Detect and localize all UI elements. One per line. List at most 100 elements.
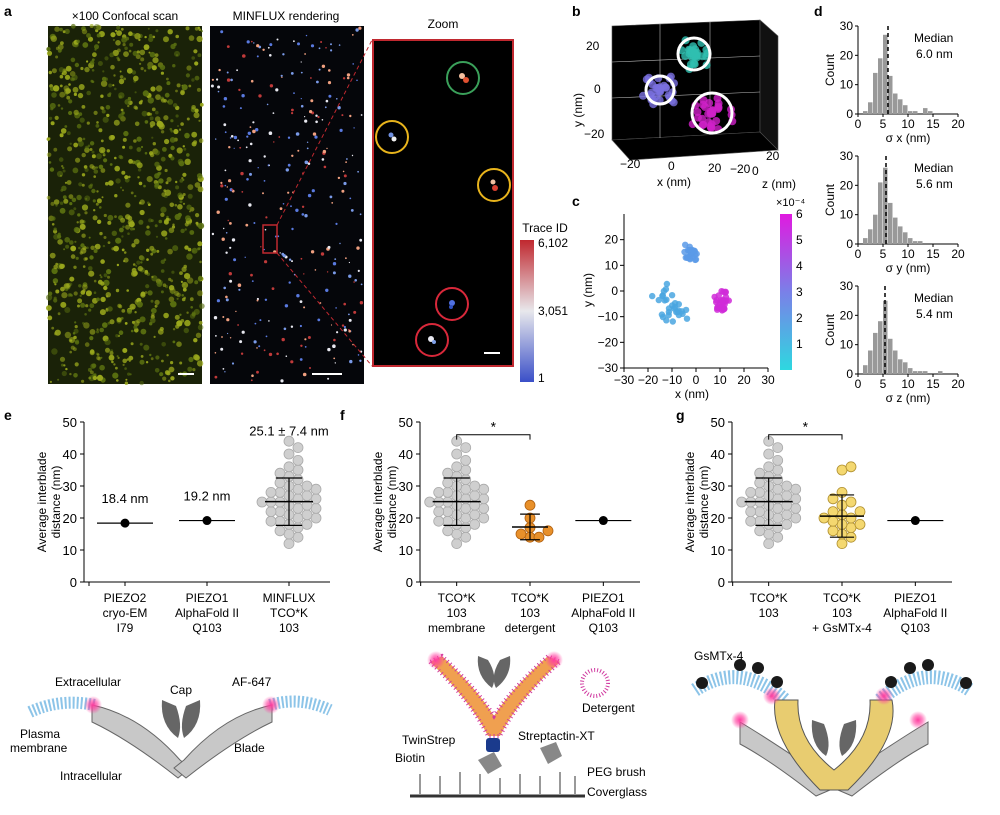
minflux-spot: [241, 330, 245, 334]
confocal-spot: [90, 370, 94, 375]
panel-e-minflux-point: [292, 522, 304, 533]
panel-d-bar: [888, 338, 893, 374]
minflux-spot: [346, 73, 351, 77]
confocal-spot: [116, 30, 122, 36]
confocal-spot: [108, 180, 114, 186]
panel-d-xtick-label: 5: [880, 377, 887, 391]
panel-f-membrane-point: [478, 483, 490, 495]
panel-d-xtick-label: 20: [951, 247, 965, 261]
confocal-spot: [148, 51, 151, 54]
panel-g-gsmtx-point: [836, 538, 848, 549]
confocal-spot: [72, 86, 79, 93]
confocal-spot: [164, 138, 170, 145]
confocal-spot: [49, 252, 56, 259]
panel-e-category-label: AlphaFold II: [175, 606, 239, 620]
minflux-spot: [343, 302, 347, 306]
confocal-spot: [104, 339, 111, 346]
confocal-spot: [182, 145, 185, 148]
confocal-spot: [84, 195, 91, 202]
confocal-spot: [113, 119, 120, 126]
zoom-image: [372, 39, 514, 367]
confocal-spot: [191, 141, 197, 147]
panel-d-xtick-label: 5: [880, 117, 887, 131]
confocal-spot: [123, 260, 126, 263]
panel-b-xtick-0: −20: [620, 157, 641, 171]
confocal-spot: [174, 213, 181, 221]
panel-g-ytick-label: 50: [711, 415, 725, 430]
confocal-scalebar: [178, 373, 194, 375]
confocal-spot: [61, 370, 67, 377]
confocal-spot: [139, 49, 146, 56]
confocal-spot: [102, 322, 108, 328]
panel-d-median-label: Median: [914, 291, 953, 305]
minflux-spot: [304, 116, 306, 118]
panel-c-colorbar-tick: 4: [796, 259, 803, 273]
confocal-spot: [124, 322, 128, 325]
confocal-spot: [199, 260, 202, 264]
confocal-spot: [198, 275, 203, 281]
panel-c-colorbar-exponent: ×10⁻⁴: [776, 197, 805, 209]
confocal-spot: [96, 353, 100, 356]
minflux-spot: [310, 99, 314, 103]
panel-c-xtick-label: 30: [761, 373, 775, 387]
panel-d-ytick-label: 10: [840, 78, 854, 92]
panel-c-ytick-label: 20: [605, 233, 619, 247]
confocal-spot: [96, 153, 102, 160]
confocal-spot: [154, 224, 158, 228]
confocal-spot: [198, 119, 201, 122]
panel-d-median-label: Median: [914, 161, 953, 175]
panel-d-bar: [888, 202, 893, 244]
panel-c-ylabel: y (nm): [581, 273, 595, 307]
panel-d-xtick-label: 0: [855, 117, 862, 131]
confocal-spot: [176, 320, 183, 327]
minflux-spot: [216, 299, 220, 303]
minflux-spot: [322, 149, 327, 154]
minflux-spot: [210, 84, 214, 88]
confocal-spot: [82, 137, 86, 141]
confocal-spot: [123, 130, 129, 137]
confocal-spot: [194, 61, 199, 66]
panel-c-point: [659, 313, 667, 321]
confocal-spot: [93, 169, 99, 174]
panel-g-gsmtx-point: [818, 512, 830, 524]
confocal-spot: [194, 182, 201, 188]
panel-e-minflux-point: [265, 486, 277, 498]
minflux-spot: [338, 44, 341, 46]
panel-e-minflux-point: [283, 528, 295, 540]
panel-g-category-label: 103: [759, 606, 779, 620]
confocal-spot: [107, 241, 111, 245]
confocal-spot: [168, 366, 175, 373]
confocal-spot: [57, 49, 62, 53]
panel-g-gsmtx-point: [827, 506, 839, 518]
confocal-spot: [172, 245, 179, 252]
minflux-spot: [256, 370, 259, 374]
schematic-e-plasma: Plasma: [20, 727, 60, 741]
confocal-spot: [155, 85, 163, 92]
panel-d-bar: [873, 214, 878, 244]
minflux-spot: [267, 46, 270, 49]
confocal-spot: [81, 173, 86, 177]
confocal-spot: [73, 347, 77, 351]
minflux-spot: [359, 301, 364, 305]
minflux-spot: [325, 99, 329, 103]
confocal-spot: [170, 279, 174, 283]
panel-g-control-point: [754, 486, 766, 498]
confocal-spot: [97, 61, 103, 66]
confocal-spot: [69, 202, 73, 206]
panel-b-ztick-1: 0: [752, 164, 759, 178]
confocal-spot: [113, 245, 119, 252]
panel-c-ytick-label: −10: [598, 310, 619, 324]
confocal-spot: [62, 30, 66, 34]
confocal-spot: [186, 65, 192, 71]
panel-d-ytick-label: 10: [840, 338, 854, 352]
confocal-spot: [172, 63, 176, 68]
minflux-spot: [320, 252, 325, 256]
confocal-spot: [103, 285, 108, 291]
minflux-spot: [264, 298, 268, 301]
confocal-spot: [189, 210, 191, 213]
minflux-spot: [333, 338, 336, 342]
panel-b-point: [713, 105, 722, 113]
confocal-spot: [86, 90, 91, 96]
confocal-spot: [198, 320, 203, 325]
panel-e-minflux-point: [292, 442, 304, 454]
